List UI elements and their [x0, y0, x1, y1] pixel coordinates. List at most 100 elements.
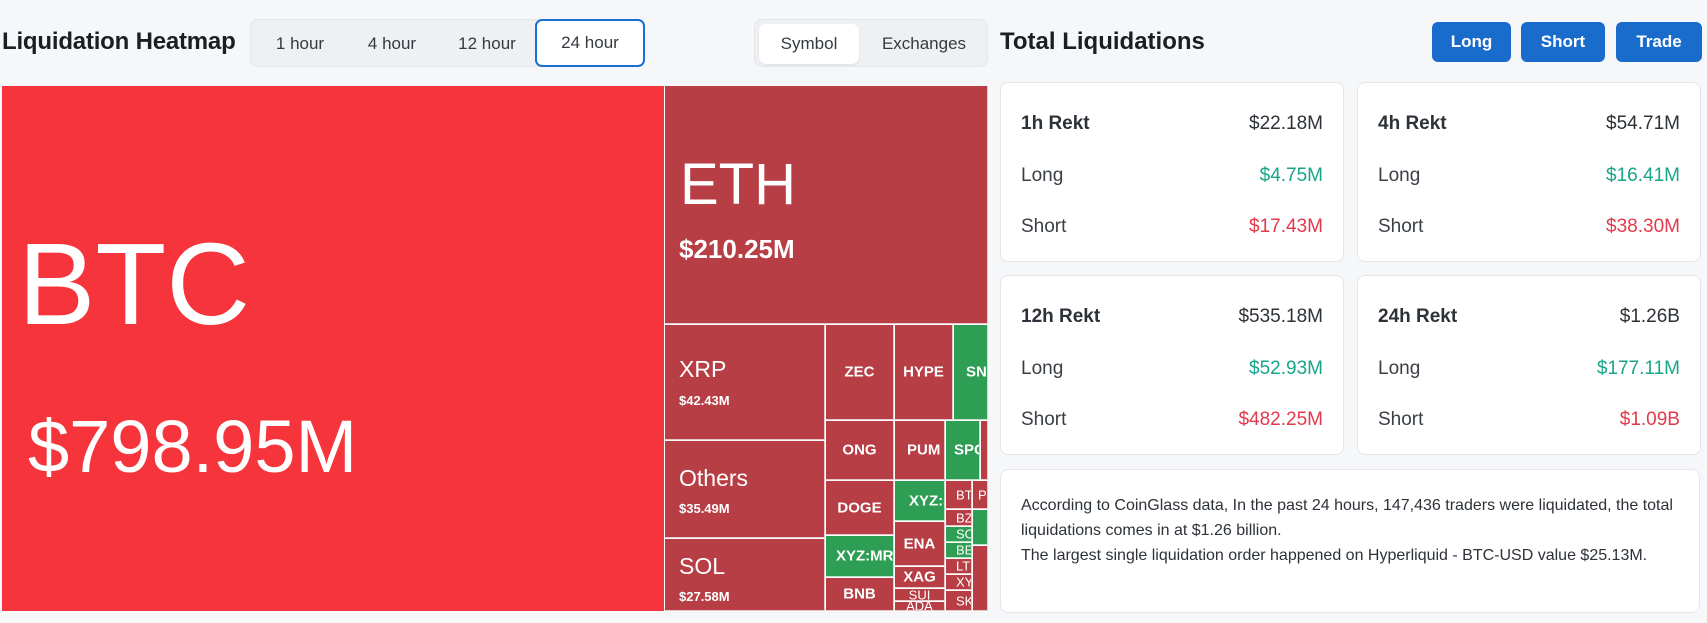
tile-spc[interactable]: SPC: [946, 421, 980, 480]
tile-sk[interactable]: SK: [946, 591, 972, 611]
tile-btc-symbol: BTC: [18, 219, 250, 349]
tile-btc[interactable]: BTC $798.95M: [2, 86, 664, 611]
tile-sk-symbol: SK: [956, 593, 972, 608]
short-value: $1.09B: [1619, 409, 1680, 430]
tab-12-hour[interactable]: 12 hour: [458, 34, 516, 53]
tab-24-hour[interactable]: 24 hour: [535, 19, 645, 67]
rekt-card-4h: 4h Rekt $54.71M Long $16.41M Short $38.30M: [1357, 82, 1701, 262]
time-range-selector: 1 hour 4 hour 12 hour 24 hour: [250, 19, 645, 67]
tile-lt-symbol: LT: [956, 559, 971, 574]
view-mode-selector: Symbol Exchanges: [754, 19, 988, 67]
tile-zec[interactable]: ZEC: [826, 325, 894, 420]
liquidation-summary: According to CoinGlass data, In the past…: [1000, 469, 1700, 613]
tile-pum-symbol: PUM: [907, 441, 941, 459]
tile-ada-symbol: ADA: [906, 602, 933, 611]
rekt-card-12h: 12h Rekt $535.18M Long $52.93M Short $482.2…: [1000, 275, 1344, 455]
liquidation-treemap: BTC $798.95M ETH $210.25M XRP $42.43M Ot…: [2, 86, 988, 611]
heatmap-title: Liquidation Heatmap: [2, 28, 236, 55]
tile-xyz-s-symbol: XYZ:S: [909, 492, 944, 509]
long-value: $16.41M: [1606, 165, 1680, 186]
tile-lt[interactable]: LT: [946, 559, 972, 574]
long-value: $52.93M: [1249, 358, 1323, 379]
short-label: Short: [1378, 216, 1424, 237]
rekt-card-label: 24h Rekt: [1378, 306, 1458, 327]
tile-ong[interactable]: ONG: [826, 421, 894, 480]
tab-4-hour[interactable]: 4 hour: [367, 34, 417, 53]
tile-so-symbol: SO: [956, 527, 971, 542]
tile-eth-symbol: ETH: [680, 152, 796, 217]
tile-ong-symbol: ONG: [842, 441, 877, 459]
rekt-card-total: $535.18M: [1238, 306, 1323, 327]
tile-xrp-value: $42.43M: [679, 393, 730, 408]
tile-sni-symbol: SNI: [966, 363, 987, 381]
tile-bnb[interactable]: BNB: [826, 578, 894, 611]
tile-p-symbol: P: [978, 487, 987, 502]
tile-xy-symbol: XY: [956, 575, 972, 590]
tile-xyz-mri-symbol: XYZ:MRI: [836, 547, 894, 565]
short-value: $482.25M: [1238, 409, 1323, 430]
long-label: Long: [1378, 358, 1421, 379]
tile-unlabeled-a[interactable]: [981, 421, 988, 480]
tile-ena-symbol: ENA: [903, 535, 936, 552]
tile-pum[interactable]: PUM: [895, 421, 945, 480]
rekt-card-total: $1.26B: [1619, 306, 1680, 327]
tile-bt[interactable]: BT: [946, 481, 972, 509]
rekt-card-label: 12h Rekt: [1021, 306, 1101, 327]
short-label: Short: [1021, 409, 1067, 430]
tile-others[interactable]: Others $35.49M: [665, 441, 825, 538]
long-label: Long: [1378, 165, 1421, 186]
tile-xrp-symbol: XRP: [679, 356, 727, 382]
tile-xy[interactable]: XY: [946, 575, 972, 590]
tile-sni[interactable]: SNI: [954, 325, 988, 420]
rekt-card-total: $54.71M: [1606, 113, 1680, 134]
tab-symbol[interactable]: Symbol: [759, 24, 859, 64]
tile-ena[interactable]: ENA: [895, 522, 945, 566]
tile-sol-value: $27.58M: [679, 589, 730, 604]
tile-unlabeled-c[interactable]: [973, 546, 988, 611]
tile-so[interactable]: SO: [946, 527, 972, 542]
tile-doge[interactable]: DOGE: [826, 481, 894, 535]
short-button[interactable]: Short: [1521, 22, 1605, 62]
tab-exchanges[interactable]: Exchanges: [881, 34, 967, 53]
tile-hype-symbol: HYPE: [903, 363, 944, 381]
tile-be[interactable]: BE: [946, 543, 972, 558]
tile-bnb-symbol: BNB: [843, 585, 876, 603]
tile-bt-symbol: BT: [956, 487, 972, 502]
tile-sol-symbol: SOL: [679, 553, 726, 579]
trade-button[interactable]: Trade: [1616, 22, 1702, 62]
tile-unlabeled-b[interactable]: [973, 510, 988, 545]
long-label: Long: [1021, 165, 1064, 186]
tile-bz[interactable]: BZ: [946, 510, 972, 526]
tile-sui-symbol: SUI: [908, 589, 931, 601]
tab-1-hour[interactable]: 1 hour: [275, 34, 325, 53]
tile-btc-value: $798.95M: [28, 405, 358, 488]
tile-zec-symbol: ZEC: [844, 363, 875, 381]
tile-xrp[interactable]: XRP $42.43M: [665, 325, 825, 440]
rekt-card-label: 1h Rekt: [1021, 113, 1090, 134]
tile-xyz-mri[interactable]: XYZ:MRI: [826, 536, 894, 577]
tile-bz-symbol: BZ: [956, 510, 972, 525]
tile-others-symbol: Others: [679, 465, 749, 491]
tile-xag[interactable]: XAG: [895, 567, 945, 588]
tile-eth[interactable]: ETH $210.25M: [665, 86, 988, 324]
rekt-card-label: 4h Rekt: [1378, 113, 1447, 134]
long-button[interactable]: Long: [1432, 22, 1511, 62]
total-liquidations-title: Total Liquidations: [1000, 28, 1205, 55]
tile-eth-value: $210.25M: [679, 234, 795, 264]
tile-p[interactable]: P: [973, 481, 988, 509]
tile-be-symbol: BE: [956, 543, 972, 558]
summary-line-2: The largest single liquidation order hap…: [1021, 547, 1648, 564]
tile-sui[interactable]: SUI: [895, 589, 945, 601]
tile-xyz-s[interactable]: XYZ:S: [895, 481, 945, 521]
rekt-card-total: $22.18M: [1249, 113, 1323, 134]
tile-sol[interactable]: SOL $27.58M: [665, 539, 825, 611]
tile-doge-symbol: DOGE: [837, 499, 882, 516]
rekt-card-24h: 24h Rekt $1.26B Long $177.11M Short $1.09B: [1357, 275, 1701, 455]
tile-xag-symbol: XAG: [903, 568, 936, 586]
rekt-card-1h: 1h Rekt $22.18M Long $4.75M Short $17.43M: [1000, 82, 1344, 262]
tile-ada[interactable]: ADA: [895, 602, 945, 611]
tile-hype[interactable]: HYPE: [895, 325, 953, 420]
long-value: $4.75M: [1259, 165, 1323, 186]
short-value: $38.30M: [1606, 216, 1680, 237]
short-label: Short: [1021, 216, 1067, 237]
